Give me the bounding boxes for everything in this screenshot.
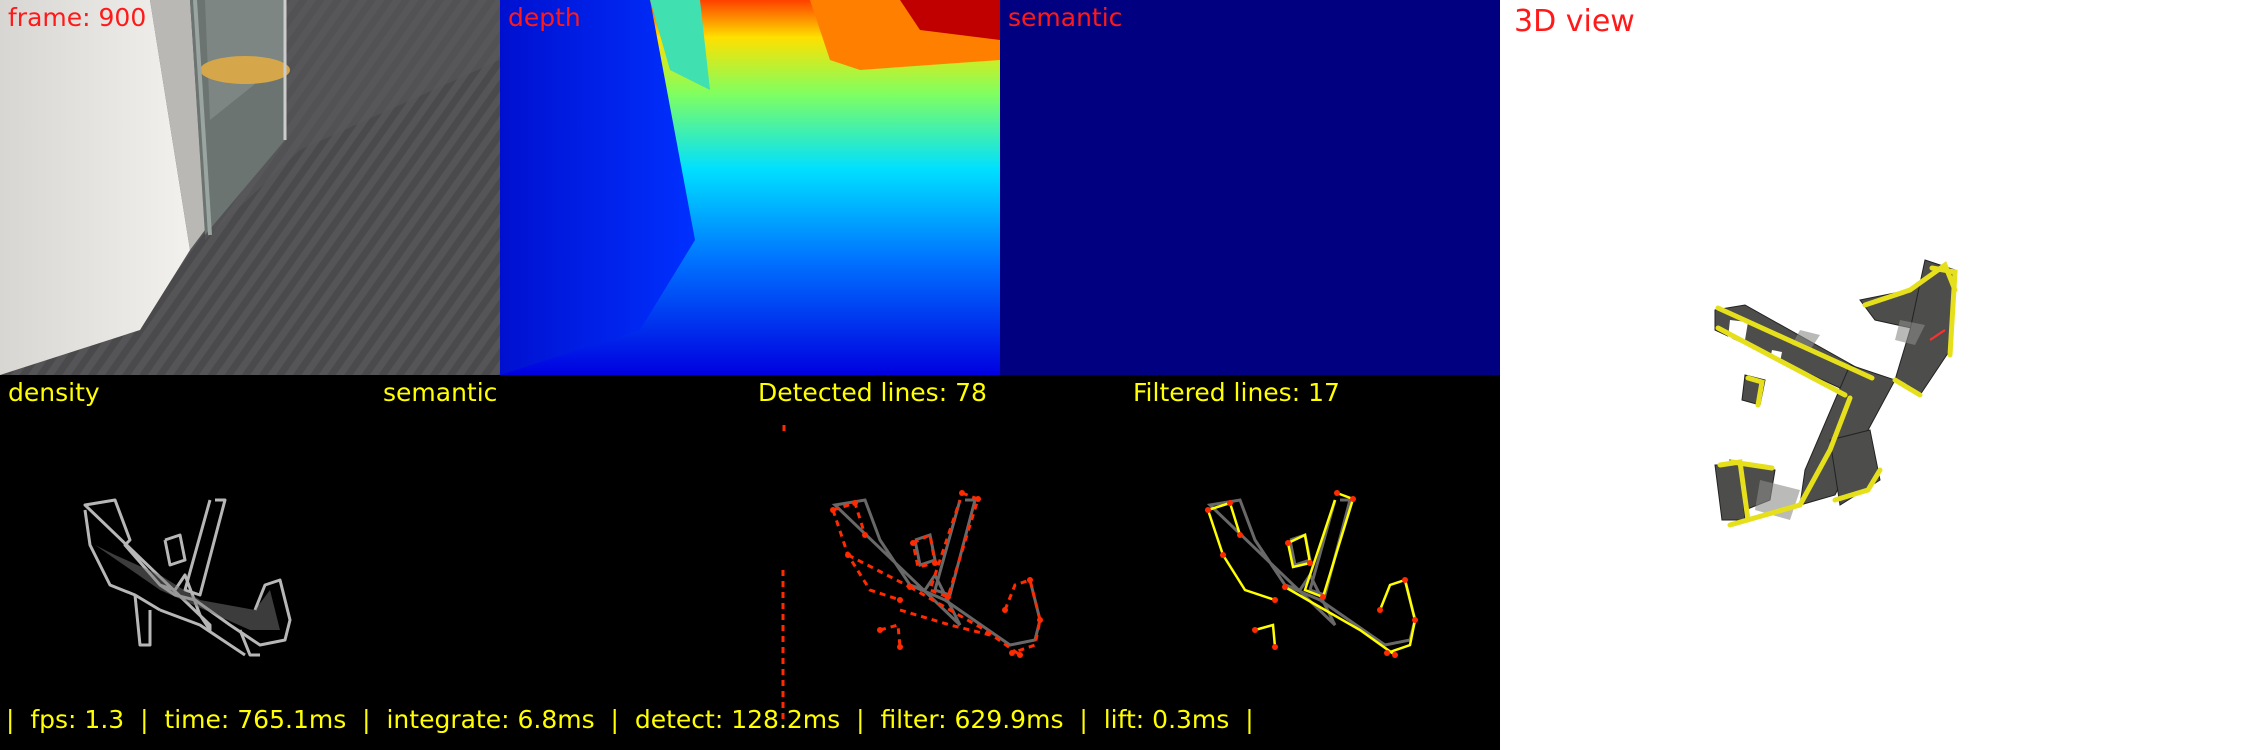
status-separator: | [1079, 705, 1088, 734]
3d-map-render [1714, 259, 1958, 528]
status-fps: fps: 1.3 [30, 705, 125, 734]
depth-image [500, 0, 1000, 375]
filtered-lines-view: Filtered lines: 17 [1125, 375, 1500, 750]
status-separator: | [1245, 705, 1254, 734]
depth-label: depth [508, 3, 581, 32]
semantic-bottom-label: semantic [383, 378, 498, 407]
filtered-lines-map [1205, 490, 1418, 658]
semantic-view: semantic [1000, 0, 1500, 375]
frame-view: frame: 900 [0, 0, 500, 375]
density-map [83, 498, 292, 657]
frame-image [0, 0, 500, 375]
status-bar: | fps: 1.3 | time: 765.1ms | integrate: … [0, 700, 1506, 740]
status-separator: | [856, 705, 865, 734]
status-lift: lift: 0.3ms [1103, 705, 1230, 734]
detected-lines-view: Detected lines: 78 [750, 375, 1125, 750]
semantic-top-label: semantic [1008, 3, 1123, 32]
status-detect: detect: 128.2ms [634, 705, 841, 734]
density-label: density [8, 378, 100, 407]
3d-view: 3D view [1500, 0, 2250, 750]
frame-label: frame: 900 [8, 3, 147, 32]
3d-view-label: 3D view [1514, 4, 1635, 39]
status-filter: filter: 629.9ms [880, 705, 1064, 734]
status-separator: | [362, 705, 371, 734]
status-integrate: integrate: 6.8ms [386, 705, 595, 734]
filtered-lines-label: Filtered lines: 17 [1133, 378, 1340, 407]
status-separator: | [6, 705, 15, 734]
status-time: time: 765.1ms [164, 705, 347, 734]
detected-lines-map [781, 425, 1043, 720]
semantic-map-view: semantic [375, 375, 750, 750]
status-separator: | [610, 705, 619, 734]
density-view: density [0, 375, 375, 750]
detected-lines-label: Detected lines: 78 [758, 378, 987, 407]
depth-view: depth [500, 0, 1000, 375]
status-separator: | [140, 705, 149, 734]
